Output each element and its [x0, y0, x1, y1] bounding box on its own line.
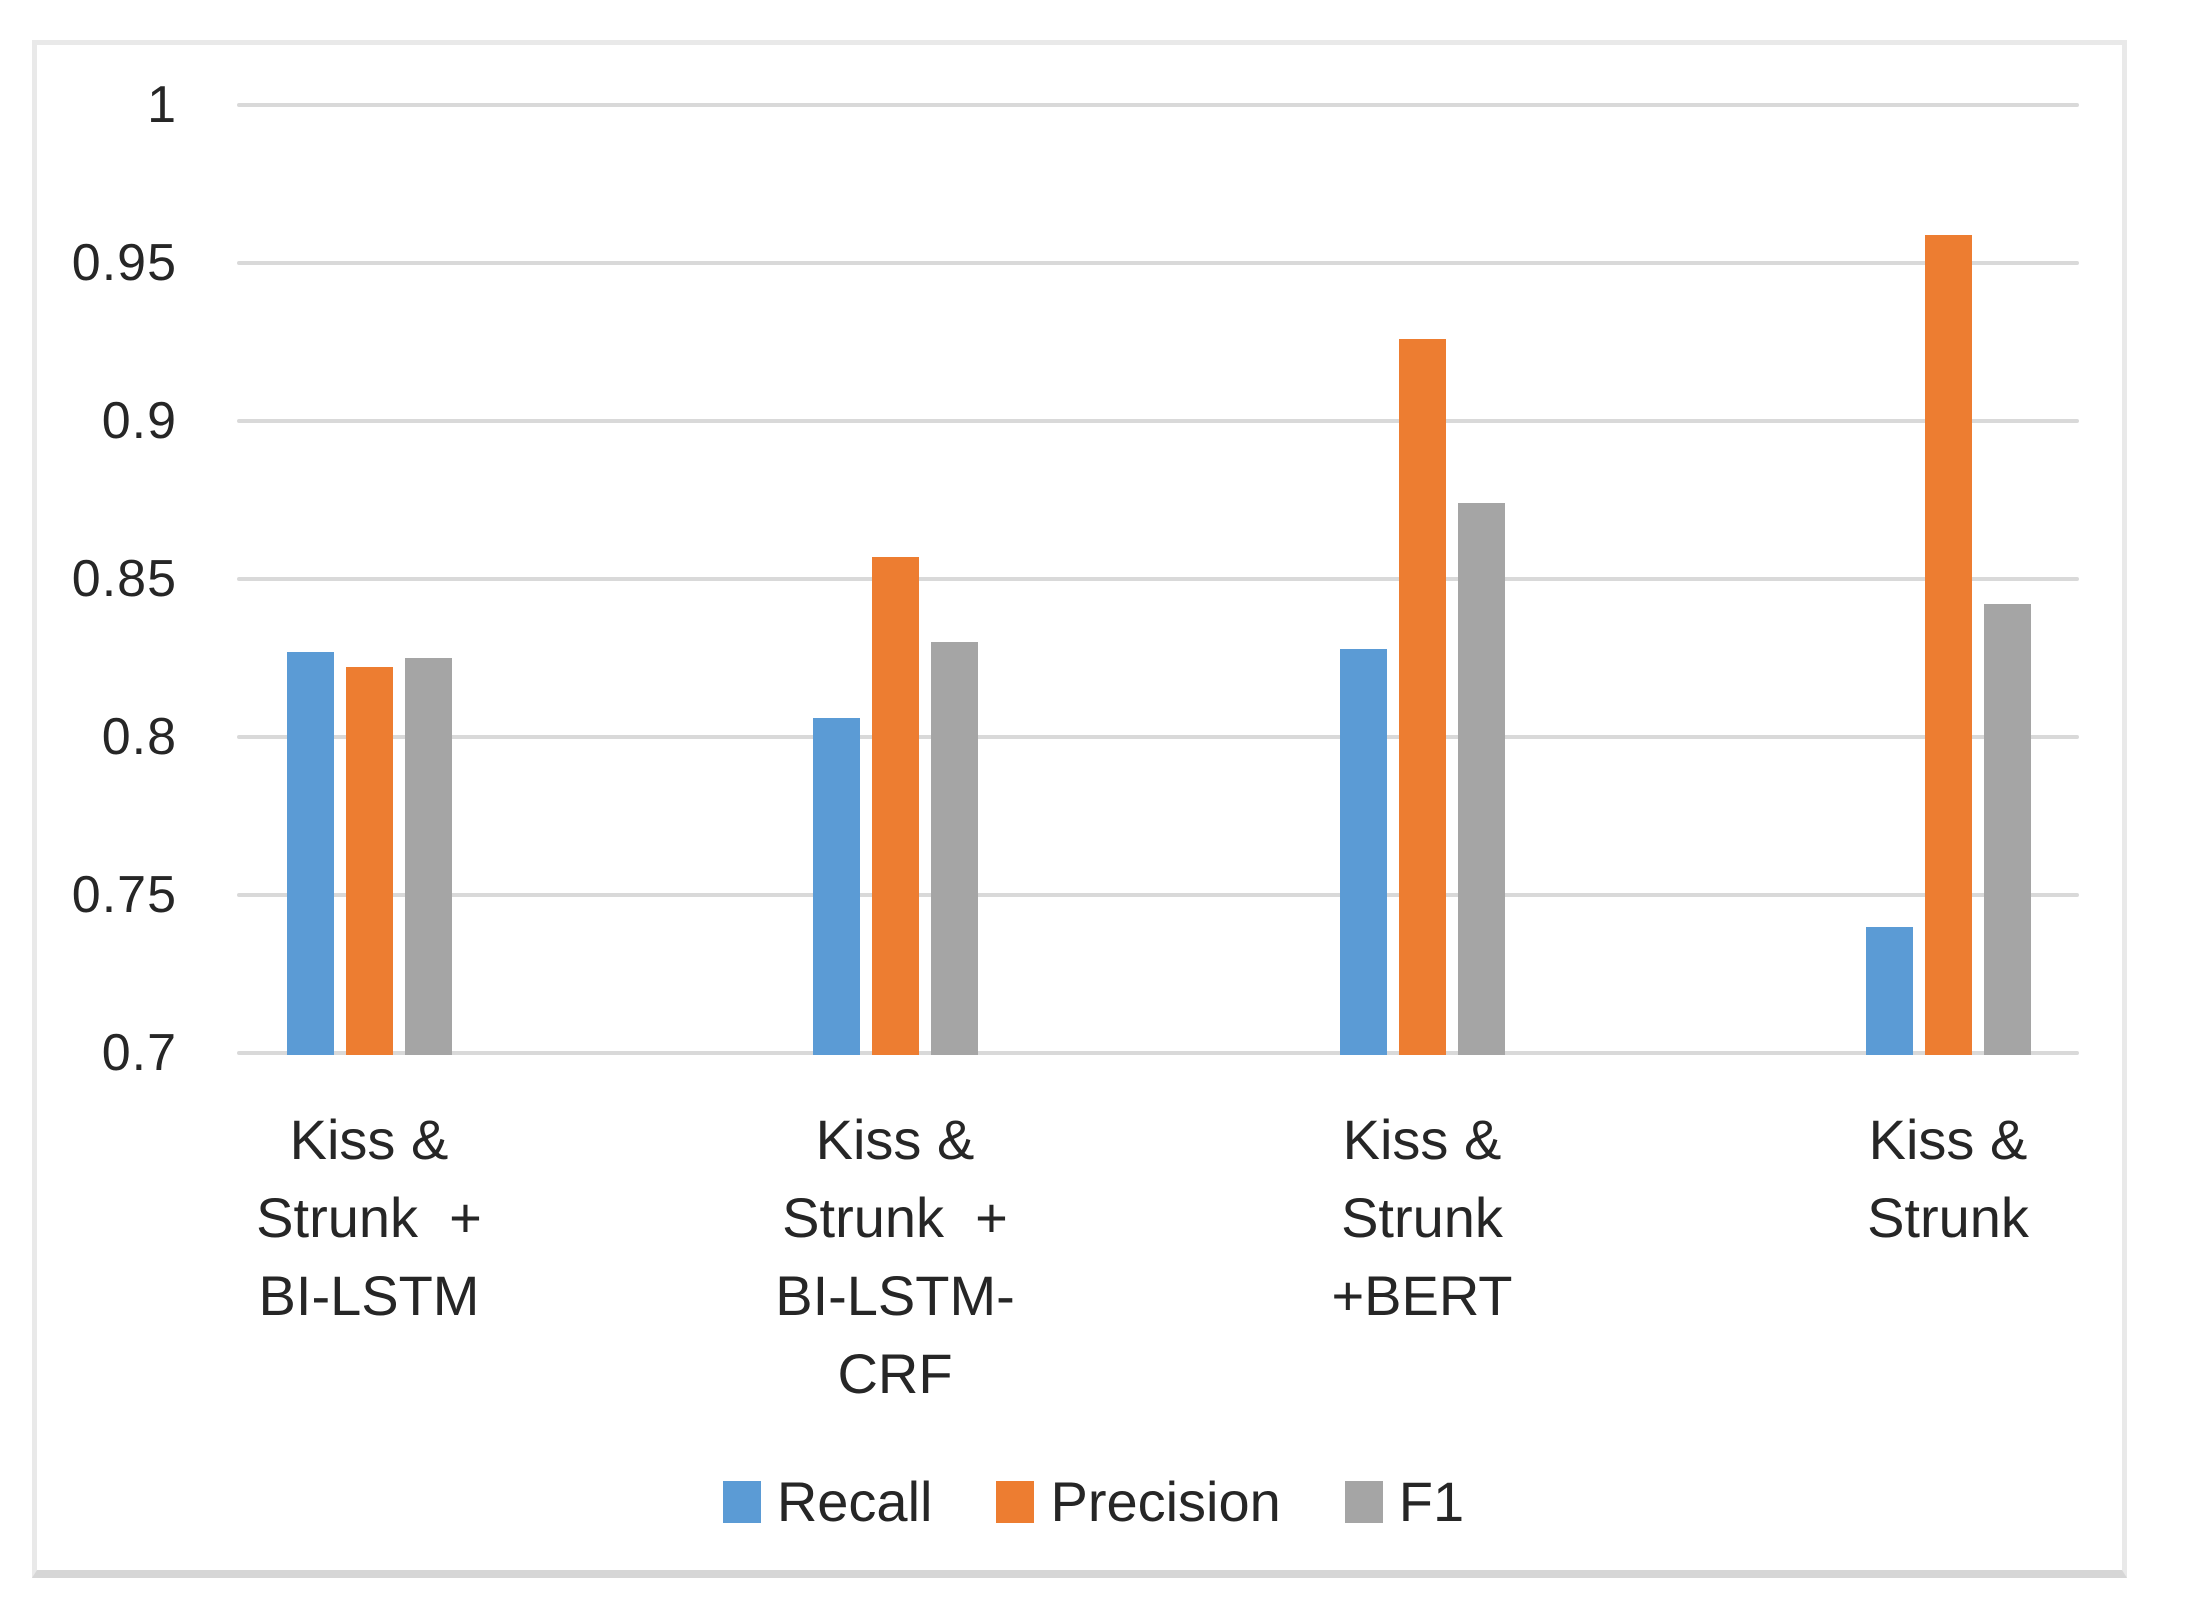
y-axis-tick-label: 0.95	[71, 234, 177, 292]
legend-item-f1: F1	[1344, 1470, 1465, 1533]
legend-swatch-precision	[996, 1481, 1035, 1523]
bar-f1-group4	[1983, 604, 2031, 1055]
bar-f1-group2	[930, 642, 978, 1055]
legend-swatch-recall	[722, 1481, 761, 1523]
legend-label-precision: Precision	[1050, 1470, 1281, 1533]
category-label-2: Kiss & Strunk + BI-LSTM- CRF	[775, 1108, 1015, 1405]
legend-item-precision: Precision	[996, 1470, 1281, 1533]
bar-recall-group3	[1339, 648, 1387, 1055]
bar-f1-group1	[404, 658, 452, 1055]
category-label-1: Kiss & Strunk + BI-LSTM	[256, 1108, 482, 1327]
gridline-0.8	[237, 735, 2079, 739]
gridline-0.9	[237, 419, 2079, 423]
gridline-0.75	[237, 893, 2079, 897]
legend-label-f1: F1	[1398, 1470, 1465, 1533]
legend-item-recall: Recall	[722, 1470, 933, 1533]
category-label-3: Kiss & Strunk +BERT	[1331, 1108, 1513, 1327]
gridline-0.95	[237, 261, 2079, 265]
gridline-0.85	[237, 577, 2079, 581]
bar-precision-group4	[1924, 234, 1972, 1055]
bar-recall-group1	[286, 651, 334, 1055]
bar-precision-group3	[1398, 338, 1446, 1055]
bar-precision-group2	[871, 556, 919, 1055]
y-axis-tick-label: 0.7	[101, 1024, 177, 1082]
y-axis-tick-label: 0.8	[101, 708, 177, 766]
y-axis-tick-label: 0.75	[71, 866, 177, 924]
bar-recall-group4	[1865, 926, 1913, 1055]
bar-f1-group3	[1457, 503, 1505, 1055]
legend-swatch-f1	[1344, 1481, 1383, 1523]
gridline-0.7	[237, 1051, 2079, 1055]
legend-label-recall: Recall	[776, 1470, 933, 1533]
y-axis-tick-label: 0.9	[101, 392, 177, 450]
bar-recall-group2	[812, 718, 860, 1055]
category-label-4: Kiss & Strunk	[1867, 1108, 2029, 1249]
gridline-1	[237, 103, 2079, 107]
legend: Recall Precision F1	[0, 1462, 2187, 1542]
y-axis-tick-label: 1	[147, 76, 177, 134]
y-axis-tick-label: 0.85	[71, 550, 177, 608]
bar-precision-group1	[345, 667, 393, 1055]
